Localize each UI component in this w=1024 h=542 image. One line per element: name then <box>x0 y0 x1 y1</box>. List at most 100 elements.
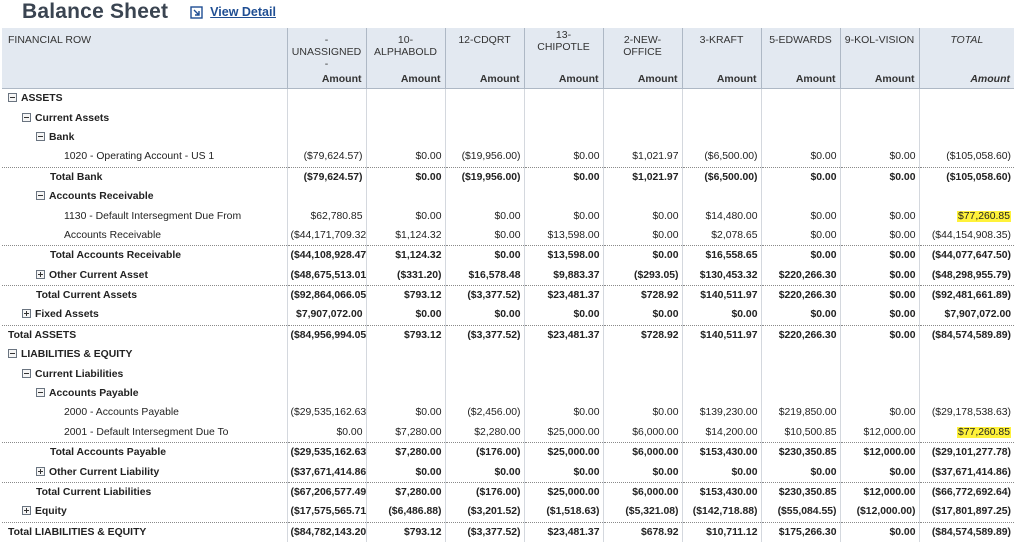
amount-cell[interactable]: ($84,782,143.20) <box>287 521 367 542</box>
amount-cell[interactable]: $16,558.65 <box>682 245 762 266</box>
amount-cell[interactable]: $23,481.37 <box>524 324 604 346</box>
amount-cell[interactable]: $140,511.97 <box>682 324 762 346</box>
amount-cell[interactable]: $0.00 <box>366 147 446 168</box>
total-amount-cell[interactable]: ($29,101,277.78) <box>919 442 1014 463</box>
amount-cell[interactable]: $16,578.48 <box>445 265 525 286</box>
total-amount-cell[interactable]: ($105,058.60) <box>919 166 1014 187</box>
amount-cell[interactable]: $728.92 <box>603 324 683 346</box>
amount-cell[interactable]: ($79,624.57) <box>287 166 367 187</box>
total-amount-cell[interactable]: ($84,574,589.89) <box>919 324 1014 346</box>
amount-cell[interactable]: $0.00 <box>840 403 920 423</box>
amount-cell[interactable]: ($37,671,414.86) <box>287 462 367 483</box>
amount-cell[interactable]: ($67,206,577.49) <box>287 481 367 503</box>
amount-cell[interactable]: $140,511.97 <box>682 284 762 306</box>
amount-cell[interactable]: $10,500.85 <box>761 422 841 443</box>
view-detail-link[interactable]: View Detail <box>210 5 276 19</box>
amount-cell[interactable]: $2,078.65 <box>682 225 762 246</box>
amount-cell[interactable]: $0.00 <box>366 305 446 326</box>
amount-cell[interactable]: ($84,956,994.05) <box>287 324 367 346</box>
amount-cell[interactable]: $0.00 <box>603 245 683 266</box>
amount-cell[interactable]: $10,711.12 <box>682 521 762 542</box>
amount-cell[interactable]: ($79,624.57) <box>287 147 367 168</box>
amount-cell[interactable]: $2,280.00 <box>445 422 525 443</box>
amount-cell[interactable]: $678.92 <box>603 521 683 542</box>
amount-cell[interactable]: $230,350.85 <box>761 442 841 463</box>
amount-cell[interactable]: $153,430.00 <box>682 481 762 503</box>
collapse-icon[interactable] <box>36 131 45 141</box>
collapse-icon[interactable] <box>36 388 45 398</box>
row-label-cell[interactable]: LIABILITIES & EQUITY <box>2 345 288 365</box>
amount-cell[interactable]: ($1,518.63) <box>524 502 604 523</box>
amount-cell[interactable]: $0.00 <box>445 305 525 326</box>
amount-cell[interactable]: ($293.05) <box>603 265 683 286</box>
amount-cell[interactable]: ($176.00) <box>445 442 525 463</box>
collapse-icon[interactable] <box>8 93 17 103</box>
amount-cell[interactable]: ($176.00) <box>445 481 525 503</box>
amount-cell[interactable]: $0.00 <box>840 206 920 226</box>
amount-cell[interactable]: ($3,377.52) <box>445 521 525 542</box>
amount-cell[interactable]: $0.00 <box>840 245 920 266</box>
amount-cell[interactable]: $0.00 <box>366 403 446 423</box>
amount-cell[interactable]: $0.00 <box>524 166 604 187</box>
amount-cell[interactable]: $7,280.00 <box>366 422 446 443</box>
amount-cell[interactable]: $0.00 <box>287 422 367 443</box>
amount-cell[interactable]: $0.00 <box>840 284 920 306</box>
amount-cell[interactable]: $220,266.30 <box>761 265 841 286</box>
amount-cell[interactable]: $0.00 <box>445 206 525 226</box>
amount-cell[interactable]: $0.00 <box>840 147 920 168</box>
amount-cell[interactable]: $6,000.00 <box>603 481 683 503</box>
amount-cell[interactable]: $0.00 <box>761 166 841 187</box>
amount-cell[interactable]: ($19,956.00) <box>445 166 525 187</box>
collapse-icon[interactable] <box>36 191 45 201</box>
amount-cell[interactable]: ($2,456.00) <box>445 403 525 423</box>
amount-cell[interactable]: $12,000.00 <box>840 422 920 443</box>
amount-cell[interactable]: $62,780.85 <box>287 206 367 226</box>
column-header-subsidiary[interactable]: 10-ALPHABOLD <box>366 28 446 70</box>
column-header-subsidiary[interactable]: 5-EDWARDS <box>761 28 841 70</box>
amount-cell[interactable]: $0.00 <box>445 225 525 246</box>
amount-cell[interactable]: $14,200.00 <box>682 422 762 443</box>
amount-cell[interactable]: $0.00 <box>761 206 841 226</box>
amount-cell[interactable]: $13,598.00 <box>524 225 604 246</box>
amount-cell[interactable]: $14,480.00 <box>682 206 762 226</box>
amount-cell[interactable]: $220,266.30 <box>761 324 841 346</box>
collapse-icon[interactable] <box>8 349 17 359</box>
amount-cell[interactable]: ($3,377.52) <box>445 324 525 346</box>
expand-icon[interactable] <box>22 506 31 516</box>
amount-cell[interactable]: $0.00 <box>761 462 841 483</box>
amount-cell[interactable]: $0.00 <box>524 147 604 168</box>
amount-cell[interactable]: ($92,864,066.05) <box>287 284 367 306</box>
amount-cell[interactable]: $0.00 <box>840 521 920 542</box>
amount-cell[interactable]: $153,430.00 <box>682 442 762 463</box>
amount-cell[interactable]: $0.00 <box>682 305 762 326</box>
total-amount-cell[interactable]: ($17,801,897.25) <box>931 506 1011 518</box>
amount-cell[interactable]: ($44,108,928.47) <box>287 245 367 266</box>
amount-cell[interactable]: $9,883.37 <box>524 265 604 286</box>
amount-cell[interactable]: $0.00 <box>603 206 683 226</box>
amount-cell[interactable]: $7,907,072.00 <box>287 305 367 326</box>
amount-cell[interactable]: ($55,084.55) <box>761 502 841 523</box>
amount-cell[interactable]: $23,481.37 <box>524 284 604 306</box>
amount-cell[interactable]: ($6,486.88) <box>366 502 446 523</box>
amount-cell[interactable]: $219,850.00 <box>761 403 841 423</box>
amount-cell[interactable]: $793.12 <box>366 324 446 346</box>
amount-cell[interactable]: ($331.20) <box>366 265 446 286</box>
amount-cell[interactable]: ($17,575,565.71) <box>287 502 367 523</box>
amount-cell[interactable]: $0.00 <box>366 206 446 226</box>
amount-cell[interactable]: $0.00 <box>366 462 446 483</box>
amount-cell[interactable]: $1,021.97 <box>603 166 683 187</box>
total-amount-cell[interactable]: ($37,671,414.86) <box>931 466 1011 478</box>
amount-cell[interactable]: ($142,718.88) <box>682 502 762 523</box>
amount-cell[interactable]: ($3,201.52) <box>445 502 525 523</box>
column-header-subsidiary[interactable]: 3-KRAFT <box>682 28 762 70</box>
amount-cell[interactable]: $0.00 <box>840 265 920 286</box>
amount-cell[interactable]: $12,000.00 <box>840 442 920 463</box>
amount-cell[interactable]: $0.00 <box>682 462 762 483</box>
column-header-total[interactable]: TOTAL <box>919 28 1014 70</box>
amount-cell[interactable]: ($5,321.08) <box>603 502 683 523</box>
amount-cell[interactable]: $220,266.30 <box>761 284 841 306</box>
amount-cell[interactable]: $0.00 <box>366 166 446 187</box>
row-label-cell[interactable]: Accounts Payable <box>2 383 288 404</box>
amount-cell[interactable]: $793.12 <box>366 284 446 306</box>
row-label-cell[interactable]: Accounts Receivable <box>2 186 288 207</box>
